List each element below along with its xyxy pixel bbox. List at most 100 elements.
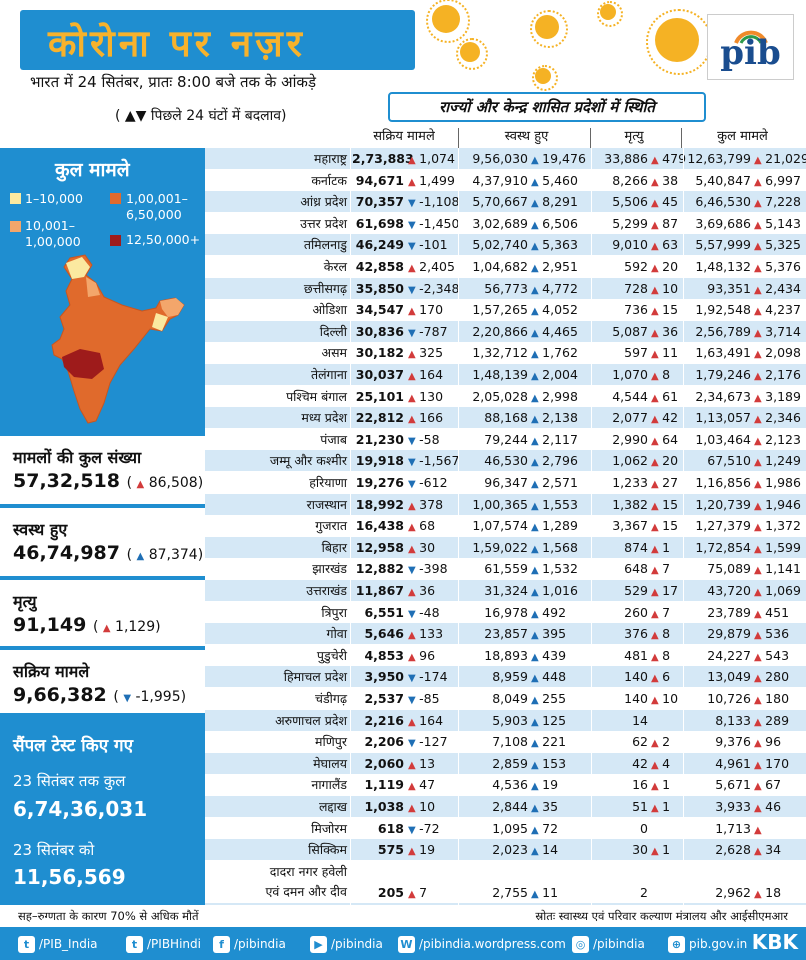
deaths-change: ▲ 8 xyxy=(651,623,681,646)
active-change: ▲ 1,499 xyxy=(408,170,458,193)
deaths-change-text: 479 xyxy=(662,151,687,166)
total-change-text: 1,372 xyxy=(765,518,801,534)
table-row: मिजोरम 618 ▼ -72 1,095 ▲ 72 0 1,713 ▲ xyxy=(205,817,806,841)
recovered-value: 1,48,139 xyxy=(472,367,528,382)
recovered-change: ▲ 11 xyxy=(531,882,591,905)
active-cases-value: 2,206 xyxy=(364,734,404,750)
recovered-change: ▲ 221 xyxy=(531,731,591,754)
up-arrow-icon: ▲ xyxy=(531,392,543,404)
up-arrow-icon: ▲ xyxy=(408,846,420,858)
total-change: ▲ 18 xyxy=(754,882,806,905)
deaths-change: ▲ 42 xyxy=(651,407,681,430)
up-arrow-icon: ▲ xyxy=(531,198,543,210)
up-arrow-icon: ▲ xyxy=(754,781,766,793)
table-row: झारखंड 12,882 ▼ -398 61,559 ▲ 1,532 648 ▲ 7 75,… xyxy=(205,558,806,580)
recovered-change-text: 439 xyxy=(542,647,567,663)
state-name: मेघालय xyxy=(313,755,347,771)
total-change: ▲ 34 xyxy=(754,839,806,862)
table-row: हरियाणा 19,276 ▼ -612 96,347 ▲ 2,571 1,233 ▲ 2… xyxy=(205,472,806,493)
deaths-value: 481 xyxy=(624,647,648,663)
up-arrow-icon: ▲ xyxy=(531,349,543,361)
up-arrow-icon: ▲ xyxy=(531,327,543,339)
up-arrow-icon: ▲ xyxy=(651,587,663,598)
recovered-change: ▲ 153 xyxy=(531,753,591,776)
footer-link[interactable]: f/pibindia xyxy=(213,935,286,953)
recovered-change-text: 5,460 xyxy=(542,172,578,188)
active-cases-value: 205 xyxy=(377,884,404,900)
active-change-text: 10 xyxy=(419,799,436,814)
recovered-change: ▲ 4,052 xyxy=(531,299,591,322)
table-row: गुजरात 16,438 ▲ 68 1,07,574 ▲ 1,289 3,367 ▲ 15… xyxy=(205,515,806,537)
state-name: कर्नाटक xyxy=(311,172,347,188)
sample-day-label: 23 सितंबर को xyxy=(13,841,95,859)
footer-link[interactable]: W/pibindia.wordpress.com xyxy=(398,935,566,953)
up-arrow-icon: ▲ xyxy=(531,306,543,318)
footer-link[interactable]: ◎ /pibindia xyxy=(572,935,645,953)
recovered-change-text: 2,138 xyxy=(542,410,578,426)
up-arrow-icon: ▲ xyxy=(531,522,543,534)
up-arrow-icon: ▲ xyxy=(408,392,420,404)
active-change: ▼ -72 xyxy=(408,818,458,841)
table-row: राजस्थान 18,992 ▲ 378 1,00,365 ▲ 1,553 1,382 ▲… xyxy=(205,493,806,515)
total-change: ▲ 4,237 xyxy=(754,299,806,322)
active-change-text: -174 xyxy=(419,669,448,685)
active-change: ▼ -174 xyxy=(408,666,458,689)
col-header-deaths: मृत्यु xyxy=(624,129,644,144)
active-change-text: -1,108 xyxy=(419,194,460,210)
deaths-change-text: 6 xyxy=(662,669,671,685)
up-arrow-icon: ▲ xyxy=(754,824,762,836)
up-arrow-icon: ▲ xyxy=(531,738,543,750)
active-cases-value: 34,547 xyxy=(355,302,404,318)
deaths-change: ▲ 17 xyxy=(651,580,681,603)
column-divider xyxy=(591,148,592,905)
deaths-change-text: 42 xyxy=(662,410,679,426)
deaths-change: ▲ 15 xyxy=(651,299,681,322)
up-arrow-icon: ▲ xyxy=(531,781,543,793)
total-change: ▲ 5,325 xyxy=(754,234,806,257)
footer-link-label: /pibindia xyxy=(331,937,383,951)
total-change-text: 34 xyxy=(765,842,782,858)
table-row: आंध्र प्रदेश 70,357 ▼ -1,108 5,70,667 ▲ 8,29… xyxy=(205,191,806,213)
active-change-text: 47 xyxy=(419,777,436,793)
table-row: लद्दाख 1,038 ▲ 10 2,844 ▲ 35 51 ▲ 1 3,933 ▲ 46 xyxy=(205,796,806,817)
recovered-change: ▲ 4,465 xyxy=(531,321,591,344)
total-change-text: 4,237 xyxy=(765,302,801,318)
deaths-change: ▲ 11 xyxy=(651,342,681,365)
footer-link[interactable]: t/PIB_India xyxy=(18,935,98,953)
deaths-value: 62 xyxy=(632,734,648,750)
active-change: ▲ 36 xyxy=(408,580,458,603)
deaths-value: 597 xyxy=(624,345,648,361)
deaths-value: 260 xyxy=(624,604,648,620)
footer-link[interactable]: t/PIBHindi xyxy=(126,935,201,953)
recovered-change: ▲ 14 xyxy=(531,839,591,862)
total-value: 12,63,799 xyxy=(687,151,751,166)
footer-link-label: pib.gov.in xyxy=(689,937,748,951)
total-change: ▲ 96 xyxy=(754,731,806,754)
footer-link[interactable]: ⊕ pib.gov.in xyxy=(668,935,747,953)
date-subtitle: भारत में 24 सितंबर, प्रातः 8:00 बजे तक क… xyxy=(30,73,316,91)
total-value: 4,961 xyxy=(715,755,751,771)
recovered-value: 88,168 xyxy=(484,410,528,426)
up-arrow-icon: ▲ xyxy=(754,673,766,685)
up-arrow-icon: ▲ xyxy=(408,176,420,188)
total-value: 23,789 xyxy=(707,604,751,620)
up-arrow-icon: ▲ xyxy=(651,651,663,663)
up-arrow-icon: ▲ xyxy=(754,414,766,426)
up-arrow-icon: ▲ xyxy=(408,716,420,728)
state-name: चंडीगढ़ xyxy=(315,691,347,706)
recovered-change-text: 2,004 xyxy=(542,367,578,382)
state-name: तेलंगाना xyxy=(310,367,347,382)
deaths-change: ▲ 27 xyxy=(651,472,681,495)
up-arrow-icon: ▲ xyxy=(651,522,663,534)
total-change: ▲ 2,123 xyxy=(754,429,806,452)
total-cases-label: मामलों की कुल संख्या xyxy=(13,448,142,467)
up-arrow-icon: ▲ xyxy=(754,198,766,210)
active-change-text: 1,499 xyxy=(419,172,455,188)
footer-link[interactable]: ▶ /pibindia xyxy=(310,935,383,953)
pib-logo-text: pib xyxy=(720,33,781,73)
active-cases-value: 18,992 xyxy=(355,496,404,512)
active-cases-value: 618 xyxy=(377,820,404,836)
total-change: ▲ 1,249 xyxy=(754,450,806,473)
active-cases-value: 2,537 xyxy=(364,691,404,706)
deaths-change-text: 36 xyxy=(662,323,679,339)
